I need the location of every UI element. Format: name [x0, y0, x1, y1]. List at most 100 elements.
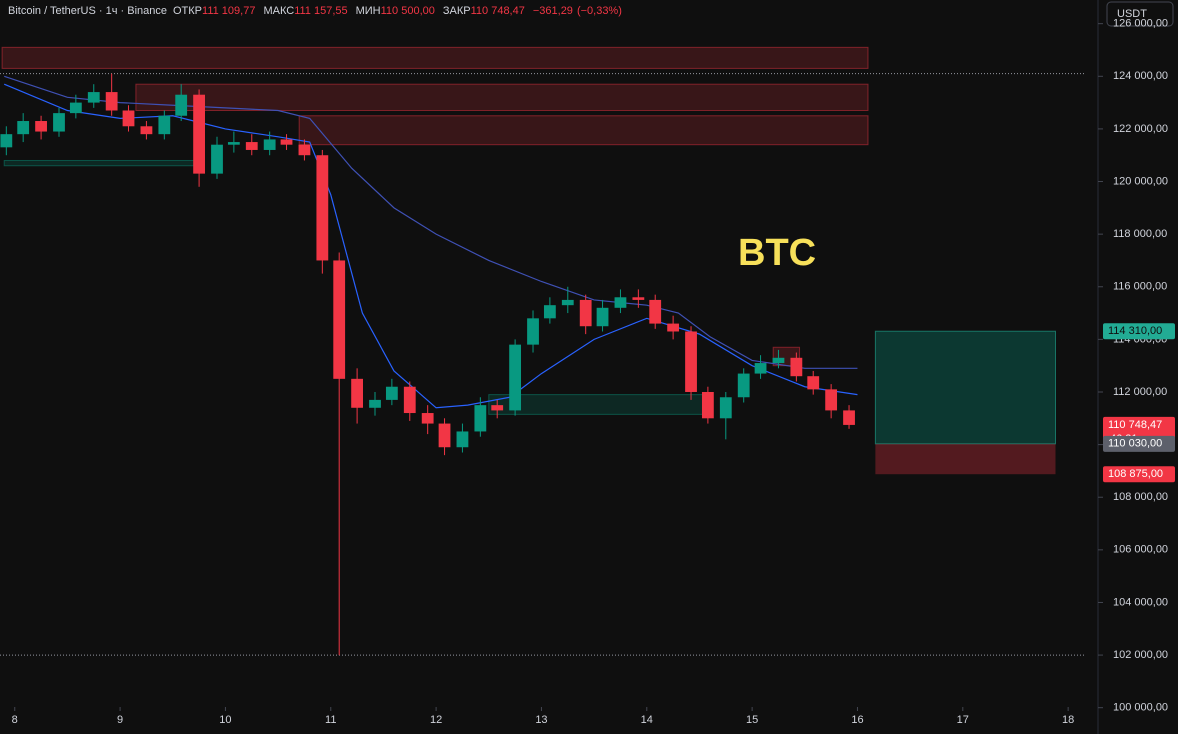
y-tick-label: 112 000,00: [1113, 386, 1167, 398]
zone: [135, 83, 869, 111]
annotation: BTC: [738, 232, 816, 274]
y-tick-label: 118 000,00: [1113, 228, 1167, 240]
candle-body: [245, 142, 258, 150]
header-value: 110 500,00: [381, 5, 435, 17]
currency[interactable]: USDT: [1117, 8, 1147, 20]
entry-tag-bg: [1103, 435, 1175, 452]
zone: [298, 115, 869, 146]
candle-body: [579, 299, 592, 327]
position-loss: [875, 443, 1056, 475]
x-tick-label: 11: [325, 714, 336, 726]
candle-body: [543, 305, 556, 319]
header-change-pct: (−0,33%): [577, 5, 622, 17]
candle-body: [122, 110, 135, 127]
y-tick-label: 108 000,00: [1113, 491, 1168, 503]
x-tick-label: 14: [641, 714, 653, 726]
candle-body: [807, 376, 820, 390]
candle-body: [53, 113, 65, 132]
header-label: МИН: [356, 5, 381, 17]
candle-body: [790, 357, 803, 377]
candle-body: [632, 297, 645, 300]
candle-body: [596, 307, 609, 327]
candle-body: [316, 155, 329, 261]
candle-body: [280, 139, 293, 145]
header: Bitcoin / TetherUS · 1ч · Binance ОТКР111…: [8, 5, 622, 17]
candle-body: [158, 115, 171, 135]
x-tick-label: 16: [851, 714, 863, 726]
candle-body: [193, 94, 205, 174]
candle-body: [614, 297, 627, 308]
candle-body: [369, 399, 381, 408]
candle-body: [421, 413, 434, 424]
candle-body: [561, 299, 574, 306]
candle-body: [456, 431, 469, 448]
candle-body: [772, 357, 785, 364]
candle-body: [509, 344, 522, 411]
candle-body: [737, 373, 750, 398]
candle-body: [649, 299, 662, 324]
header-label: ЗАКР: [443, 5, 471, 17]
header-value: 110 748,47: [471, 5, 525, 17]
x-tick-label: 15: [746, 714, 758, 726]
candle-body: [298, 144, 311, 156]
candle-body: [211, 144, 223, 174]
target-tag: 114 310,00: [1108, 325, 1162, 337]
candle-body: [667, 323, 680, 332]
candle-body: [385, 386, 398, 400]
y-tick-label: 116 000,00: [1113, 281, 1167, 293]
candle-body: [403, 386, 416, 414]
header-change: −361,29: [533, 5, 573, 17]
candle-body: [491, 405, 504, 411]
x-tick-label: 12: [430, 714, 442, 726]
candle-body: [175, 94, 188, 116]
candle-body: [0, 134, 13, 148]
y-tick-label: 120 000,00: [1113, 175, 1168, 187]
candle-body: [701, 391, 714, 419]
moving-average: [4, 75, 858, 369]
candle-body: [527, 318, 539, 345]
plot: [0, 46, 1085, 656]
y-tick-label: 106 000,00: [1113, 544, 1168, 556]
candle-body: [719, 397, 732, 419]
currency-button[interactable]: [1106, 1, 1174, 27]
y-tick-label: 126 000,00: [1113, 18, 1168, 30]
candle-body: [69, 102, 82, 114]
x-tick-label: 8: [12, 714, 18, 726]
candle-body: [843, 410, 855, 425]
x-tick-label: 18: [1062, 714, 1074, 726]
zone: [488, 394, 711, 415]
y-tick-label: 122 000,00: [1113, 123, 1168, 135]
candle-body: [140, 126, 153, 135]
title: Bitcoin / TetherUS · 1ч · Binance: [8, 5, 167, 17]
stop-tag: 108 875,00: [1108, 468, 1163, 480]
y-tick-label: 102 000,00: [1113, 649, 1168, 661]
x-tick-label: 10: [219, 714, 231, 726]
header-value: 111 109,77: [202, 5, 255, 17]
last-price-tag: 110 748,47: [1108, 419, 1162, 431]
candle-body: [35, 121, 47, 132]
x-tick-label: 9: [117, 714, 123, 726]
entry-tag: 110 030,00: [1108, 438, 1162, 450]
candle-body: [825, 389, 838, 411]
candle-body: [333, 260, 346, 379]
stop-tag-bg: [1103, 466, 1175, 483]
target-tag-bg: [1103, 323, 1175, 340]
candle-body: [17, 121, 30, 135]
zone: [3, 159, 195, 167]
candle-body: [754, 363, 767, 374]
y-tick-label: 124 000,00: [1113, 70, 1168, 82]
zone: [1, 46, 869, 69]
candle-body: [263, 139, 276, 150]
candle-body: [105, 92, 118, 111]
candle-body: [438, 423, 451, 448]
header-value: 111 157,55: [294, 5, 347, 17]
x-tick-label: 13: [535, 714, 547, 726]
header-label: МАКС: [263, 5, 294, 17]
candle-body: [474, 405, 487, 432]
candle-body: [351, 378, 364, 408]
y-tick-label: 104 000,00: [1113, 596, 1168, 608]
y-tick-label: 100 000,00: [1113, 702, 1168, 714]
candle-body: [227, 142, 240, 145]
